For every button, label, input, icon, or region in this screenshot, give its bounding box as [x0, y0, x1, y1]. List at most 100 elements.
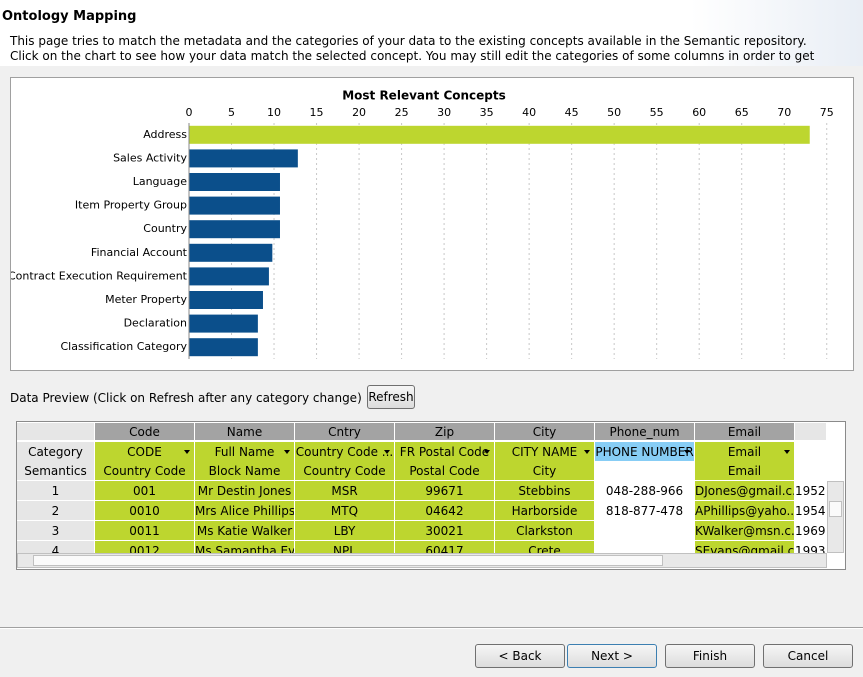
table-cell: 048-288-966: [595, 481, 695, 501]
header: Ontology Mapping This page tries to matc…: [0, 0, 863, 66]
page-title: Ontology Mapping: [2, 9, 137, 24]
bar: [189, 291, 263, 309]
x-tick-label: 15: [310, 106, 324, 119]
table-cell: 0010: [95, 501, 195, 521]
separator: [0, 627, 863, 629]
x-tick-label: 0: [186, 106, 193, 119]
description: Click on the chart to see how your data …: [10, 49, 815, 63]
x-tick-label: 25: [395, 106, 409, 119]
table-cell[interactable]: PHONE NUMBER: [595, 442, 695, 462]
column-header: Phone_num: [595, 423, 695, 441]
table-cell: [595, 521, 695, 541]
x-tick-label: 40: [522, 106, 536, 119]
nav-button[interactable]: Next >: [567, 644, 657, 668]
table-cell: MSR: [295, 481, 395, 501]
table-cell[interactable]: CODE: [95, 442, 195, 462]
bar: [189, 243, 273, 262]
refresh-button[interactable]: Refresh: [367, 385, 415, 409]
table-cell: Harborside: [495, 501, 595, 521]
y-tick-label: Contract Execution Requirement: [11, 269, 188, 282]
table-cell: Clarkston: [495, 521, 595, 541]
table-cell: Email: [695, 461, 795, 481]
table-cell: 1: [17, 481, 95, 501]
bar: [189, 125, 810, 144]
table-cell[interactable]: CITY NAME: [495, 442, 595, 462]
table-cell: [595, 461, 695, 481]
table-cell: Country Code: [295, 461, 395, 481]
table-cell[interactable]: Email: [695, 442, 795, 462]
x-tick-label: 50: [607, 106, 621, 119]
x-tick-label: 30: [437, 106, 451, 119]
preview-label: Data Preview (Click on Refresh after any…: [10, 391, 362, 405]
bar: [189, 338, 258, 357]
table-cell: Stebbins: [495, 481, 595, 501]
table-cell[interactable]: Full Name: [195, 442, 295, 462]
table-cell: MTQ: [295, 501, 395, 521]
x-tick-label: 75: [820, 106, 834, 119]
table-cell: DJones@gmail.c...: [695, 481, 795, 501]
table-cell: KWalker@msn.c...: [695, 521, 795, 541]
column-header: [17, 423, 95, 441]
table-cell: 04642: [395, 501, 495, 521]
table-cell: Category: [17, 442, 95, 462]
data-table[interactable]: Code Name Cntry Zip City Phone_num Email Catego…: [16, 421, 846, 570]
table-cell: Block Name: [195, 461, 295, 481]
column-header: [795, 423, 827, 441]
scroll-thumb[interactable]: [829, 501, 842, 517]
vertical-scrollbar[interactable]: [827, 481, 844, 553]
table-cell: 1969-0: [795, 521, 827, 541]
table-cell: [795, 442, 827, 462]
table-cell: 2: [17, 501, 95, 521]
bar: [189, 149, 298, 168]
nav-button[interactable]: Cancel: [763, 644, 853, 668]
table-cell: 30021: [395, 521, 495, 541]
y-tick-label: Country: [143, 222, 187, 235]
bar: [189, 267, 269, 286]
column-header: Cntry: [295, 423, 395, 441]
x-tick-label: 20: [352, 106, 366, 119]
y-tick-label: Declaration: [124, 317, 187, 330]
table-cell: Semantics: [17, 461, 95, 481]
table-cell: Ms Katie Walker: [195, 521, 295, 541]
description: This page tries to match the metadata an…: [10, 34, 807, 48]
x-tick-label: 70: [777, 106, 791, 119]
scroll-thumb[interactable]: [33, 555, 663, 566]
x-tick-label: 60: [692, 106, 706, 119]
bar: [189, 220, 280, 239]
table-cell: 99671: [395, 481, 495, 501]
y-tick-label: Sales Activity: [113, 151, 187, 164]
chart[interactable]: Most Relevant Concepts 0 5 10 15 20 25 30 35 40 4…: [8, 78, 853, 370]
table-cell: Postal Code: [395, 461, 495, 481]
chart-title: Most Relevant Concepts: [342, 89, 506, 103]
bar: [189, 173, 280, 191]
table-cell: Mr Destin Jones: [195, 481, 295, 501]
nav-button[interactable]: Finish: [665, 644, 755, 668]
chart-panel[interactable]: Most Relevant Concepts 0 5 10 15 20 25 30 35 40 4…: [8, 77, 854, 371]
table-cell: 0011: [95, 521, 195, 541]
column-header: City: [495, 423, 595, 441]
table-cell: APhillips@yaho...: [695, 501, 795, 521]
y-tick-label: Item Property Group: [75, 199, 187, 212]
x-tick-label: 5: [228, 106, 235, 119]
table-cell: 1954-0: [795, 501, 827, 521]
table-cell[interactable]: FR Postal Code: [395, 442, 495, 462]
y-tick-label: Language: [133, 175, 188, 188]
table-cell[interactable]: Country Code ...: [295, 442, 395, 462]
table-cell: Mrs Alice Phillips: [195, 501, 295, 521]
x-tick-label: 35: [480, 106, 494, 119]
nav-button[interactable]: < Back: [475, 644, 565, 668]
table-cell: 818-877-478: [595, 501, 695, 521]
x-tick-label: 10: [267, 106, 281, 119]
y-tick-label: Classification Category: [60, 340, 187, 353]
table-cell: Country Code: [95, 461, 195, 481]
y-tick-label: Meter Property: [105, 293, 187, 306]
table-cell: City: [495, 461, 595, 481]
table-cell: LBY: [295, 521, 395, 541]
bar: [189, 196, 280, 215]
table-cell: 3: [17, 521, 95, 541]
table-cell: 1952-0: [795, 481, 827, 501]
column-header: Name: [195, 423, 295, 441]
column-header: Email: [695, 423, 795, 441]
column-header: Zip: [395, 423, 495, 441]
